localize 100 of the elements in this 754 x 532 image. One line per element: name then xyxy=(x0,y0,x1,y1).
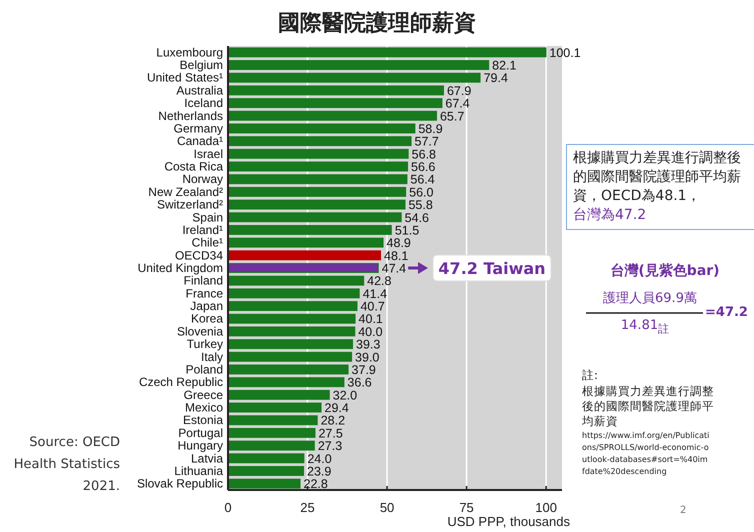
bar xyxy=(228,377,344,388)
bar xyxy=(228,415,318,426)
y-tick-label: Poland xyxy=(186,362,223,376)
y-tick-label: Finland xyxy=(184,274,223,288)
bar xyxy=(228,364,349,374)
data-label: 82.1 xyxy=(492,58,517,73)
y-tick-label: Spain xyxy=(192,210,223,224)
data-label: 51.5 xyxy=(394,223,420,238)
bar xyxy=(228,453,304,464)
text: 註: xyxy=(582,368,598,383)
data-label: 41.4 xyxy=(362,286,388,301)
x-tick-label: 0 xyxy=(224,500,232,515)
y-tick-label: New Zealand² xyxy=(148,184,223,199)
y-tick-label: Costa Rica xyxy=(164,160,224,174)
y-tick-label: France xyxy=(186,286,224,300)
y-tick-label: Japan xyxy=(190,299,223,314)
x-tick-label: 100 xyxy=(535,500,557,515)
x-tick-label: 75 xyxy=(459,500,474,515)
data-label: 48.1 xyxy=(384,248,408,263)
bar xyxy=(228,174,408,184)
y-tick-label: Hungary xyxy=(178,438,223,453)
bar xyxy=(228,110,437,121)
data-label: 22.8 xyxy=(304,477,328,492)
bar xyxy=(228,162,408,172)
x-axis-title: USD PPP, thousands xyxy=(447,514,570,529)
chart-title: 國際醫院護理師薪資 xyxy=(278,10,476,35)
text: 台灣(見紫色bar) xyxy=(609,262,721,280)
data-label: 47.4 xyxy=(382,262,406,276)
text: 2 xyxy=(680,505,686,516)
bar xyxy=(228,288,360,298)
y-tick-label: OECD34 xyxy=(174,248,224,262)
text: =47.2 xyxy=(705,305,748,320)
bar xyxy=(228,212,402,222)
y-tick-label: Italy xyxy=(200,350,223,364)
y-tick-label: Slovak Republic xyxy=(136,476,223,491)
bar xyxy=(228,326,356,336)
data-label: 23.9 xyxy=(307,464,332,478)
data-label: 65.7 xyxy=(440,109,464,124)
y-tick-label: Switzerland² xyxy=(156,198,223,212)
bar xyxy=(228,47,546,58)
data-label: 27.3 xyxy=(318,439,342,454)
bar xyxy=(228,301,358,312)
y-tick-label: Mexico xyxy=(184,400,224,415)
bar xyxy=(228,478,301,489)
data-label: 56.0 xyxy=(409,185,434,200)
text: https://www.imf.org/en/Publications/SPROLLS/world-economic-outlook-databases#sort=%40imfdate%20descending xyxy=(582,430,710,478)
data-label: 40.7 xyxy=(360,300,385,314)
data-label: 40.0 xyxy=(358,324,383,339)
bar xyxy=(228,124,416,134)
data-label: 100.1 xyxy=(549,46,581,60)
data-label: 58.9 xyxy=(418,122,443,136)
data-label: 36.6 xyxy=(347,376,372,390)
y-tick-label: Netherlands xyxy=(158,108,223,123)
bar xyxy=(228,440,315,451)
x-tick-label: 25 xyxy=(300,500,315,515)
bar xyxy=(228,136,412,146)
y-tick-label: Australia xyxy=(176,83,224,98)
y-tick-label: United Kingdom xyxy=(138,261,223,275)
bar xyxy=(228,200,406,210)
bar xyxy=(228,60,490,70)
text: 14.81$_{註}$ xyxy=(620,318,670,337)
y-tick-label: Israel xyxy=(194,146,223,161)
annotation: 47.2 Taiwan xyxy=(438,259,546,278)
data-label: 48.9 xyxy=(386,236,411,250)
bar xyxy=(228,250,382,260)
y-tick-label: Chile¹ xyxy=(192,236,223,250)
data-label: 39.3 xyxy=(356,338,380,352)
data-label: 42.8 xyxy=(367,274,392,288)
y-tick-label: Canada¹ xyxy=(176,134,224,148)
x-tick-label: 50 xyxy=(380,500,394,515)
bar xyxy=(228,224,392,235)
data-label: 56.6 xyxy=(411,160,436,174)
y-tick-label: Korea xyxy=(190,312,224,326)
data-label: 40.1 xyxy=(358,312,383,326)
bar xyxy=(228,98,442,108)
data-label: 54.6 xyxy=(404,210,430,225)
data-label: 57.7 xyxy=(414,134,439,149)
y-tick-label: Latvia xyxy=(190,451,224,466)
source-note: Source: OECD Health Statistics 2021. xyxy=(12,434,120,496)
data-label: 24.0 xyxy=(307,452,332,466)
bar xyxy=(228,352,352,362)
data-label: 56.4 xyxy=(410,172,435,187)
data-label: 27.5 xyxy=(318,426,343,440)
y-tick-label: Luxembourg xyxy=(156,45,223,60)
text: 根據購買力差異進行調整後的國際間醫院護理師平均薪資 xyxy=(582,384,715,429)
bar xyxy=(228,238,384,248)
data-label: 29.4 xyxy=(324,401,349,416)
data-label: 39.0 xyxy=(355,350,380,364)
bar xyxy=(228,466,304,476)
bar xyxy=(228,276,364,286)
data-label: 67.4 xyxy=(445,96,470,111)
data-label: 55.8 xyxy=(408,198,433,212)
y-tick-label: Greece xyxy=(184,388,224,402)
y-tick-label: Iceland xyxy=(184,96,223,110)
bar xyxy=(228,72,481,83)
y-tick-label: Germany xyxy=(174,121,223,136)
text: 護理人員69.9萬 xyxy=(603,291,697,306)
y-tick-label: Ireland¹ xyxy=(182,222,224,237)
bar xyxy=(228,339,354,350)
bar xyxy=(228,85,444,96)
